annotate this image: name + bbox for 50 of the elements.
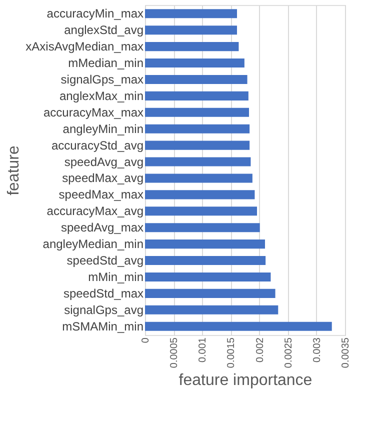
x-tick-label: 0.0015 [226, 337, 238, 368]
bar [145, 140, 250, 150]
bar [145, 58, 244, 68]
bar [145, 9, 237, 18]
y-tick-label: speedAvg_max [61, 220, 144, 235]
y-tick-label: anglexStd_avg [64, 23, 144, 38]
bar [145, 288, 276, 298]
bar [145, 91, 248, 100]
x-axis-title: feature importance [178, 372, 312, 390]
y-tick-label: speedMax_max [58, 188, 144, 202]
bar [145, 26, 237, 35]
x-tick-label: 0.0005 [169, 337, 180, 368]
bar [145, 108, 249, 117]
bar [145, 174, 252, 183]
y-tick-label: mSMAMin_min [62, 319, 144, 334]
y-tick-label: angleyMin_min [62, 122, 144, 136]
y-tick-label: accuracyStd_avg [51, 138, 144, 152]
x-tick-label: 0 [140, 337, 152, 344]
bar [145, 74, 248, 84]
y-tick-label: speedMax_avg [62, 171, 144, 186]
y-tick-label: accuracyMax_avg [46, 204, 144, 218]
x-tick-label: 0.002 [254, 337, 266, 363]
y-tick-label: accuracyMax_max [43, 105, 144, 120]
bar [145, 322, 332, 331]
bar [145, 256, 266, 266]
bar [145, 206, 257, 216]
bar [145, 124, 250, 134]
y-tick-label: speedAvg_avg [64, 154, 144, 169]
bar [145, 157, 251, 166]
bar [145, 272, 271, 282]
y-tick-label: speedStd_avg [66, 254, 144, 268]
y-tick-label: mMin_min [88, 270, 144, 284]
bar [145, 42, 239, 52]
bar [145, 240, 265, 249]
y-axis-title: feature [6, 145, 23, 196]
bar [145, 190, 255, 200]
y-tick-label: speedStd_max [63, 286, 144, 300]
y-tick-label: signalGps_avg [64, 302, 144, 317]
bar [145, 305, 278, 314]
x-tick-label: 0.001 [198, 337, 209, 363]
y-tick-label: signalGps_max [60, 72, 144, 86]
y-tick-label: anglexMax_min [59, 88, 144, 103]
y-tick-label: accuracyMin_max [46, 6, 144, 21]
bar [145, 223, 260, 232]
x-tick-label: 0.0035 [340, 337, 352, 368]
y-tick-label: mMedian_min [68, 56, 144, 70]
x-tick-label: 0.0025 [283, 337, 294, 368]
y-tick-label: angleyMedian_min [42, 237, 144, 252]
y-tick-label: xAxisAvgMedian_max [26, 40, 144, 54]
x-tick-label: 0.003 [312, 337, 323, 363]
